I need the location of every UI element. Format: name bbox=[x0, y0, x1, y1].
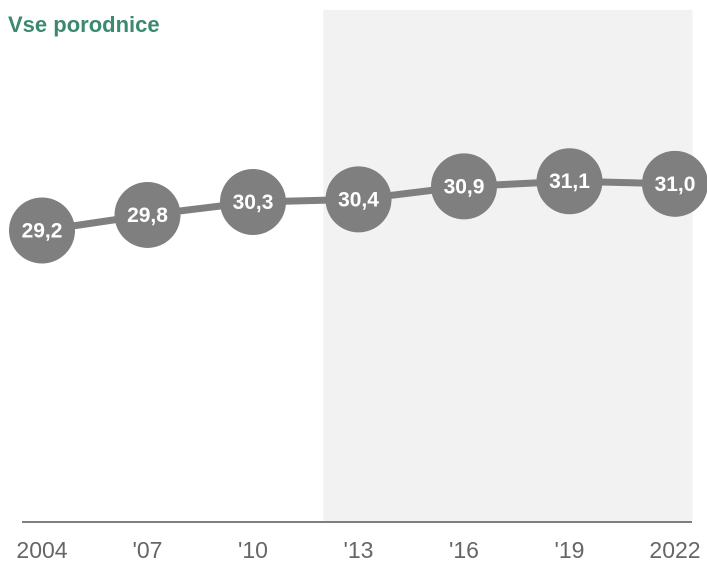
data-label: 29,2 bbox=[22, 220, 63, 243]
data-point-marker bbox=[325, 166, 392, 233]
data-point-marker bbox=[220, 168, 286, 235]
data-point-marker bbox=[114, 181, 181, 248]
data-points: 29,2 29,8 30,3 30,4 30,9 31,1 31,0 bbox=[9, 148, 707, 264]
data-point-marker bbox=[431, 153, 497, 220]
data-point-marker bbox=[536, 148, 603, 215]
x-tick-label: '19 bbox=[555, 537, 585, 561]
data-label: 30,4 bbox=[338, 188, 379, 211]
data-point-marker bbox=[9, 197, 75, 264]
data-label: 31,1 bbox=[549, 170, 590, 193]
data-label: 30,3 bbox=[233, 191, 274, 214]
data-label: 29,8 bbox=[127, 204, 168, 227]
x-tick-label: '13 bbox=[344, 537, 374, 561]
x-tick-label: '07 bbox=[133, 537, 163, 561]
x-tick-label: '10 bbox=[238, 537, 268, 561]
chart-title: Vse porodnice bbox=[8, 12, 160, 37]
highlight-band bbox=[323, 10, 693, 522]
data-label: 30,9 bbox=[444, 175, 485, 198]
data-point-marker bbox=[642, 150, 707, 217]
data-label: 31,0 bbox=[655, 173, 696, 196]
x-tick-label: '16 bbox=[449, 537, 479, 561]
x-tick-label: 2022 bbox=[649, 537, 700, 561]
x-tick-label: 2004 bbox=[16, 537, 67, 561]
x-axis-ticks: 2004 '07 '10 '13 '16 '19 2022 bbox=[16, 537, 700, 561]
